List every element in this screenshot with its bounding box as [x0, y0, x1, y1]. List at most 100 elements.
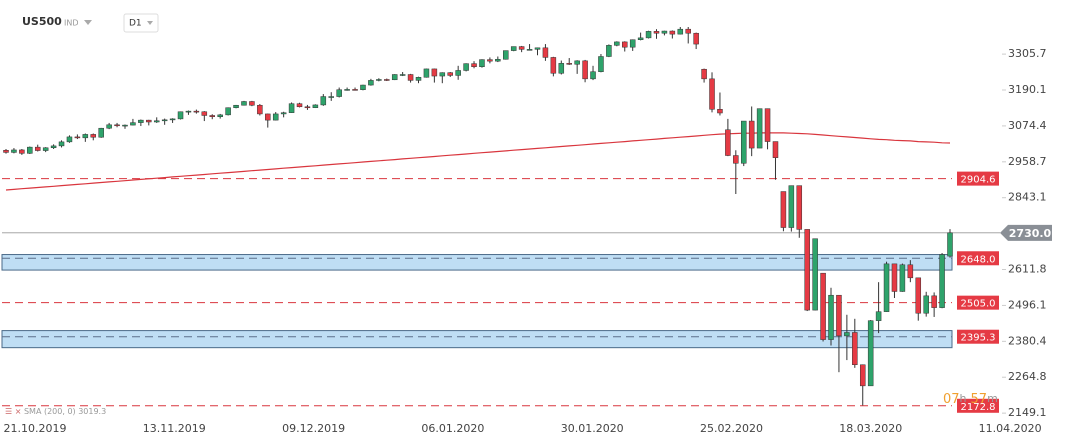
candle-body — [280, 112, 287, 115]
current-price-tag — [1000, 224, 1052, 241]
candle-body — [391, 74, 398, 81]
candle-body — [558, 63, 565, 74]
instrument-kind: IND — [64, 19, 79, 28]
candle-body — [598, 56, 604, 72]
x-tick-label: 06.01.2020 — [421, 422, 484, 435]
timeframe-select[interactable] — [123, 13, 159, 33]
candle-body — [304, 106, 311, 109]
candle-body — [3, 149, 9, 153]
candle-body — [875, 311, 882, 321]
candle-body — [582, 60, 588, 80]
y-tick-label: 2496.1 — [1008, 298, 1047, 311]
y-tick-label: 2958.7 — [1008, 155, 1047, 168]
level-tag — [957, 329, 999, 344]
candle-body — [622, 41, 628, 48]
candle-body — [677, 28, 684, 35]
x-tick-label: 13.11.2019 — [143, 422, 206, 435]
candle-body — [415, 77, 422, 81]
candle-body — [780, 191, 787, 228]
candle-body — [58, 141, 65, 147]
candle-body — [249, 101, 255, 106]
candle-body — [122, 124, 128, 127]
candle-body — [352, 89, 358, 91]
candle-body — [288, 103, 295, 113]
candle-body — [891, 263, 898, 292]
candle-body — [685, 28, 691, 34]
x-tick-label: 11.04.2020 — [979, 422, 1042, 435]
countdown: 07h 57m — [943, 392, 998, 407]
candle-body — [455, 70, 461, 76]
candle-body — [510, 46, 517, 51]
sma-line — [5, 132, 951, 191]
minutes: 57 — [971, 392, 988, 407]
candle-body — [368, 80, 374, 86]
candle-body — [756, 108, 763, 149]
candle-body — [717, 109, 723, 114]
x-tick-label: 18.03.2020 — [839, 422, 902, 435]
candle-body — [34, 146, 41, 151]
candle-body — [82, 134, 89, 139]
symbol[interactable]: US500 — [22, 15, 62, 28]
candle-body — [463, 63, 469, 71]
candle-body — [606, 45, 612, 57]
candle-body — [907, 264, 914, 279]
candle-body — [867, 320, 874, 387]
x-tick-label: 09.12.2019 — [282, 422, 345, 435]
y-tick-label: 2843.1 — [1008, 191, 1047, 204]
level-tag-text: 2172.8 — [961, 402, 996, 413]
hours-unit: h — [960, 392, 967, 405]
candle-body — [153, 120, 160, 123]
y-tick-label: 3305.7 — [1008, 47, 1047, 60]
level-tag — [957, 171, 999, 186]
candle-body — [828, 294, 834, 340]
candle-body — [590, 71, 596, 80]
candle-body — [503, 50, 509, 60]
candle-body — [376, 79, 382, 81]
candle-body — [645, 31, 652, 39]
candle-body — [360, 84, 366, 90]
candle-body — [852, 332, 858, 365]
candle-body — [574, 60, 580, 65]
candle-body — [796, 185, 803, 230]
candle-body — [233, 104, 239, 108]
current-price-text: 2730.0 — [1009, 227, 1052, 240]
candle-body — [384, 79, 390, 81]
candle-body — [820, 272, 826, 340]
minutes-unit: m — [987, 392, 998, 405]
candle-body — [265, 113, 271, 121]
level-tag-text: 2395.3 — [961, 333, 996, 344]
indicator-icon[interactable]: ☰ × — [5, 407, 24, 416]
candle-body — [812, 238, 818, 311]
candle-body — [836, 294, 842, 337]
candle-body — [98, 127, 104, 138]
candle-body — [487, 59, 493, 62]
candle-body — [931, 295, 937, 308]
y-tick-label: 2380.4 — [1008, 334, 1047, 347]
candle-body — [336, 89, 342, 97]
candle-body — [637, 37, 644, 40]
candle-body — [788, 185, 795, 228]
level-tag-text: 2505.0 — [961, 299, 996, 310]
candle-body — [550, 57, 557, 74]
candle-body — [114, 124, 120, 127]
dropdown-arrow[interactable] — [84, 20, 92, 25]
candle-body — [185, 110, 192, 113]
candle-body — [947, 232, 953, 257]
dropdown-arrow — [147, 21, 153, 25]
candle-body — [217, 114, 223, 117]
candle-body — [193, 110, 200, 113]
candle-body — [693, 32, 699, 45]
candle-body — [27, 146, 33, 154]
candle-body — [296, 103, 303, 108]
candle-body — [479, 59, 485, 67]
candle-body — [66, 136, 73, 143]
candle-body — [74, 136, 81, 139]
candle-body — [899, 264, 906, 292]
candle-body — [669, 30, 676, 35]
candle-body — [130, 122, 136, 126]
level-tag — [957, 251, 999, 266]
candle-body — [725, 129, 731, 156]
candle-body — [344, 89, 350, 91]
